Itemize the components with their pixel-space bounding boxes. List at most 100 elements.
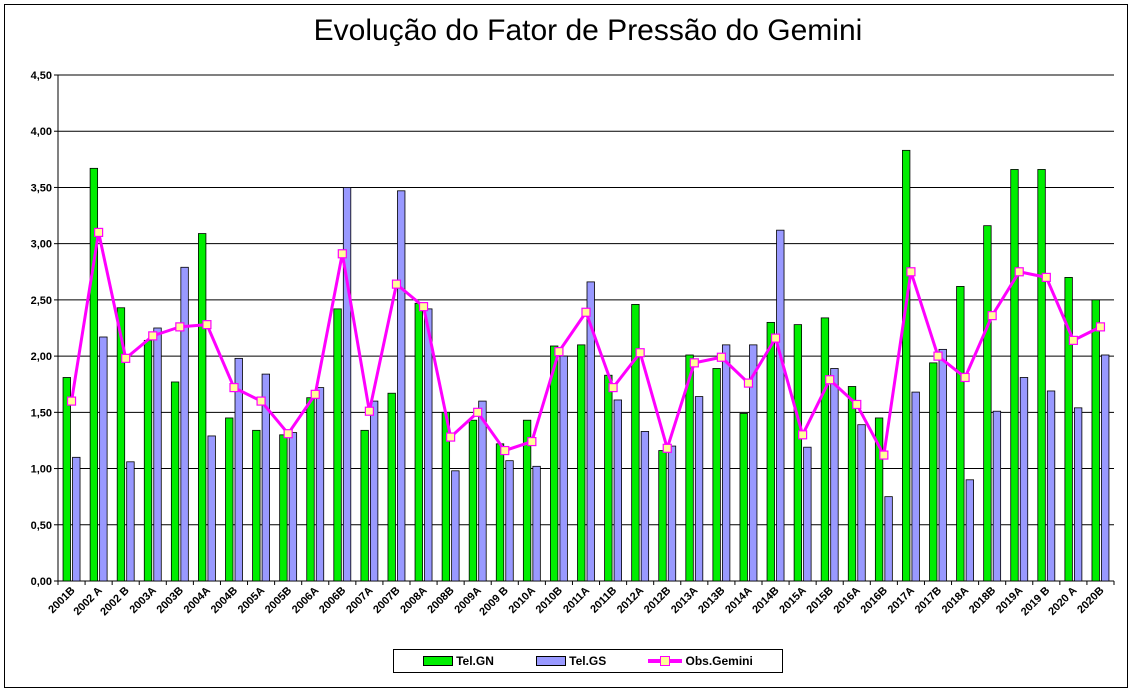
point-obs-gemini [391, 279, 402, 289]
x-tick-label: 2018B [967, 585, 998, 616]
bar-tel-gn [143, 339, 153, 582]
bar-tel-gs [884, 496, 893, 582]
x-tick-label: 2006A [290, 585, 321, 616]
y-tick-label: 1,00 [31, 464, 52, 476]
x-tick-label: 2009 B [477, 585, 511, 619]
x-tick-label: 2018A [940, 585, 971, 616]
bar-tel-gs [938, 348, 947, 582]
bar-tel-gn [983, 225, 992, 582]
x-tick-label: 2012A [615, 585, 646, 616]
bar-tel-gs [315, 387, 325, 582]
bar-tel-gs [586, 281, 595, 582]
point-obs-gemini [987, 311, 997, 321]
bar-tel-gn [1091, 299, 1100, 582]
point-obs-gemini [635, 348, 645, 358]
bar-tel-gn [522, 419, 532, 582]
bar-tel-gs [369, 400, 379, 582]
y-tick-label: 3,50 [31, 182, 52, 194]
point-obs-gemini [1041, 272, 1051, 282]
bar-tel-gn [577, 344, 586, 582]
x-tick-label: 2013B [696, 585, 727, 616]
x-tick-label: 2007A [344, 585, 375, 616]
x-tick-label: 2017A [886, 585, 917, 616]
bar-tel-gn [956, 285, 965, 582]
bar-tel-gn [1064, 276, 1073, 582]
bar-tel-gn [793, 324, 803, 582]
bar-tel-gn [279, 434, 288, 582]
legend-item-tel-gn: Tel.GN [423, 654, 494, 668]
bar-tel-gs [694, 396, 704, 582]
point-obs-gemini [770, 333, 781, 343]
x-tick-label: 2011B [588, 585, 619, 616]
point-obs-gemini [852, 399, 862, 410]
y-tick-label: 2,00 [31, 351, 52, 363]
bar-tel-gn [306, 397, 315, 582]
bar-tel-gn [170, 381, 180, 582]
x-tick-label: 2005B [263, 585, 294, 616]
point-obs-gemini [473, 407, 483, 417]
bar-tel-gn [712, 368, 721, 582]
x-tick-label: 2015B [804, 585, 835, 616]
bar-tel-gs [776, 229, 785, 582]
point-obs-gemini [500, 445, 510, 456]
bar-tel-gn [252, 429, 261, 582]
legend-swatch-tel-gn [423, 656, 454, 666]
point-obs-gemini [175, 322, 185, 332]
point-obs-gemini [121, 353, 131, 363]
legend-label-obs-gemini: Obs.Gemini [685, 654, 753, 668]
bar-tel-gn [631, 303, 640, 582]
point-obs-gemini [554, 347, 564, 357]
bar-tel-gn [333, 308, 342, 582]
legend-label-tel-gn: Tel.GN [456, 654, 494, 668]
bar-tel-gs [478, 400, 487, 582]
x-tick-label: 2011A [561, 585, 592, 616]
bar-tel-gs [1101, 354, 1110, 582]
bar-tel-gs [451, 470, 460, 582]
bar-tel-gs [911, 391, 920, 582]
bar-tel-gn [604, 374, 613, 582]
bar-tel-gs [1073, 407, 1083, 582]
point-obs-gemini [148, 331, 158, 341]
bar-tel-gn [550, 345, 559, 582]
bar-tel-gn [62, 377, 71, 582]
bar-tel-gn [89, 167, 99, 582]
x-tick-label: 2008B [425, 585, 456, 616]
bar-tel-gn [198, 233, 207, 582]
point-obs-gemini [716, 352, 726, 362]
bar-tel-gs [234, 357, 243, 582]
y-tick-label: 2,50 [31, 295, 52, 307]
bar-tel-gn [468, 419, 478, 582]
point-obs-gemini [283, 429, 293, 439]
x-tick-label: 2014A [723, 585, 754, 616]
bar-tel-gn [902, 149, 911, 582]
bar-tel-gs [288, 432, 298, 582]
bar-tel-gn [929, 362, 938, 582]
x-tick-label: 2003B [155, 585, 186, 616]
point-obs-gemini [689, 358, 699, 368]
point-obs-gemini [229, 382, 239, 393]
y-tick-label: 4,50 [31, 70, 52, 82]
point-obs-gemini [1068, 335, 1078, 345]
point-obs-gemini [933, 351, 943, 361]
bar-tel-gs [667, 445, 677, 582]
bar-tel-gs [857, 424, 866, 582]
x-tick-label: 2003A [127, 585, 158, 616]
bar-tel-gn [1010, 169, 1019, 582]
bar-tel-gs [261, 373, 270, 582]
bar-tel-gn [739, 413, 748, 582]
point-obs-gemini [364, 406, 374, 416]
bar-tel-gs [640, 431, 650, 582]
x-tick-label: 2015A [777, 585, 808, 616]
point-obs-gemini [662, 443, 672, 453]
bar-tel-gs [559, 355, 568, 582]
bar-tel-gs [153, 327, 162, 582]
bar-tel-gs [180, 266, 189, 582]
bar-tel-gs [505, 460, 514, 582]
legend-swatch-tel-gs [536, 656, 567, 666]
bar-tel-gn [116, 307, 126, 582]
point-obs-gemini [879, 450, 889, 460]
point-obs-gemini [527, 436, 537, 447]
x-tick-label: 2017B [913, 585, 944, 616]
y-tick-label: 3,00 [31, 239, 52, 251]
point-obs-gemini [310, 389, 320, 399]
